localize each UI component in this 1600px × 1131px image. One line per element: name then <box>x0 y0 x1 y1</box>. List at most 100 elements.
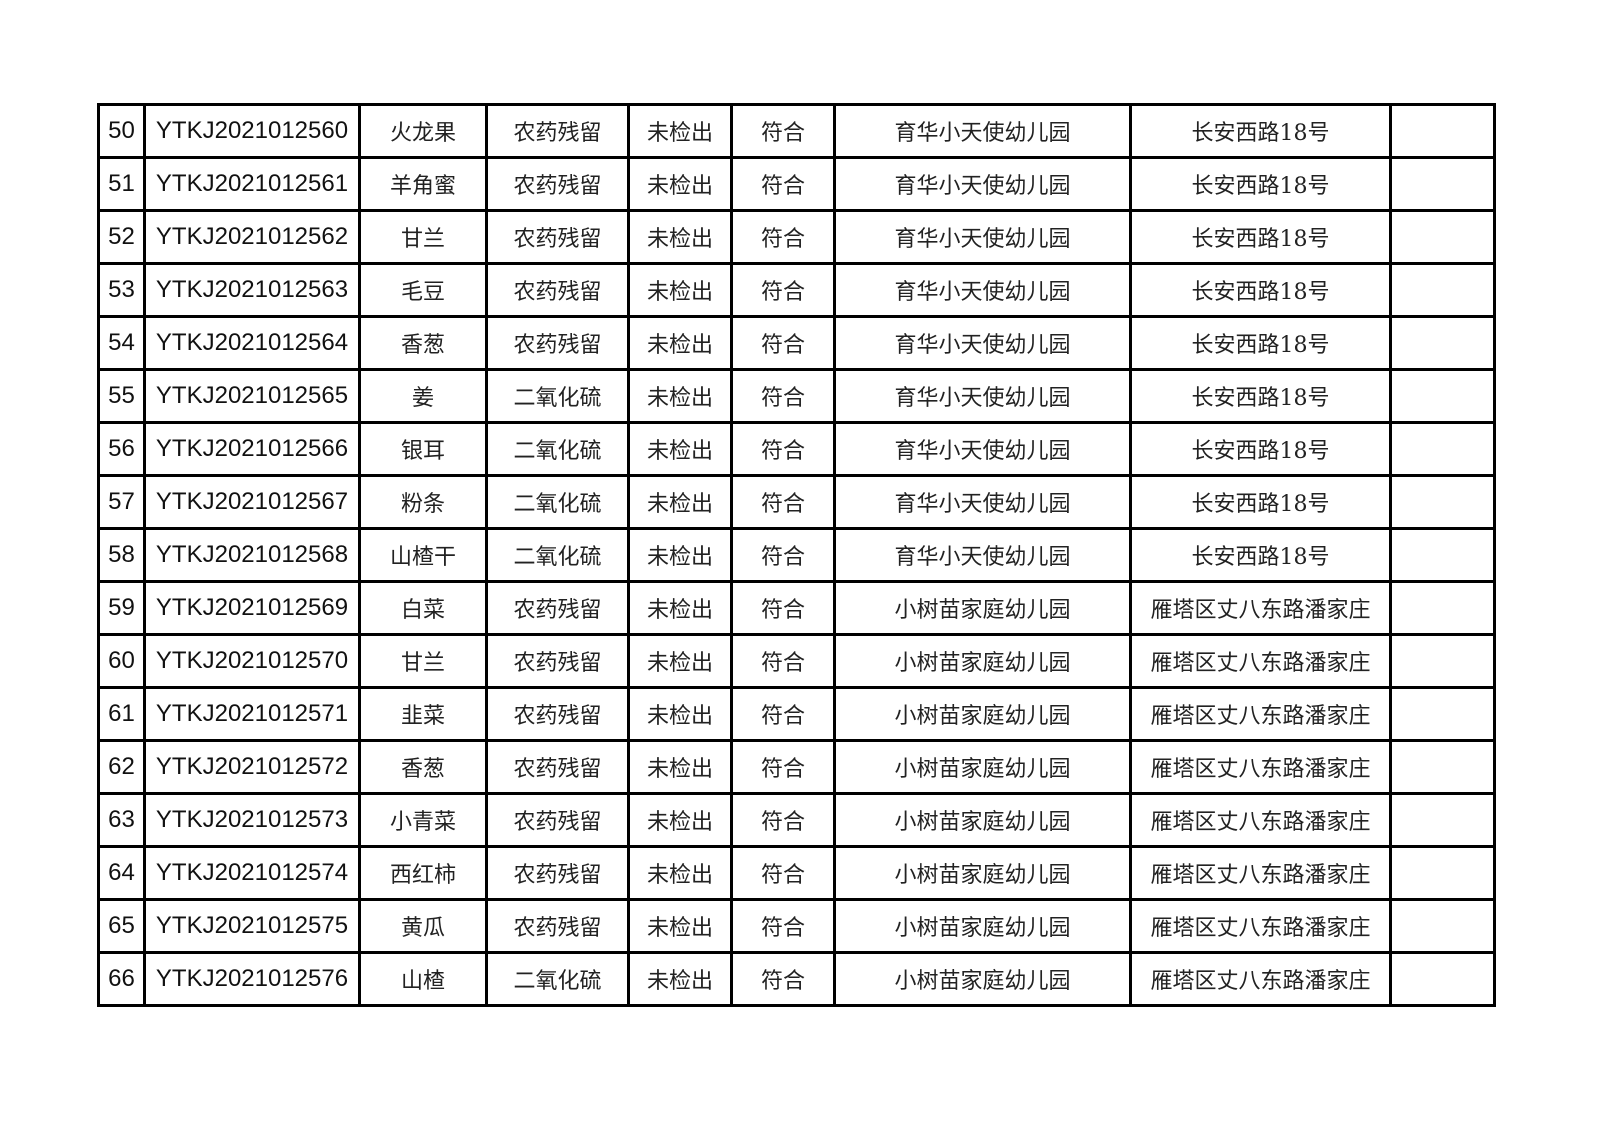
conclusion-cell: 符合 <box>730 580 836 636</box>
address-cell: 长安西路18号 <box>1129 315 1392 371</box>
remark-cell <box>1389 580 1496 636</box>
sampled-unit-cell: 小树苗家庭幼儿园 <box>833 898 1132 954</box>
sample-name-cell: 山楂干 <box>358 527 488 583</box>
sampled-unit-cell: 小树苗家庭幼儿园 <box>833 580 1132 636</box>
inspection-results-table: 50 YTKJ2021012560 火龙果 农药残留 未检出 符合 育华小天使幼… <box>97 103 1496 1007</box>
sample-name-cell: 小青菜 <box>358 792 488 848</box>
test-item-cell: 农药残留 <box>485 580 630 636</box>
conclusion-cell: 符合 <box>730 421 836 477</box>
test-item-cell: 农药残留 <box>485 792 630 848</box>
row-number-cell: 55 <box>97 368 146 424</box>
conclusion-cell: 符合 <box>730 474 836 530</box>
table-row: 66 YTKJ2021012576 山楂 二氧化硫 未检出 符合 小树苗家庭幼儿… <box>97 951 1496 1007</box>
row-number-cell: 65 <box>97 898 146 954</box>
remark-cell <box>1389 103 1496 159</box>
test-item-cell: 二氧化硫 <box>485 421 630 477</box>
test-item-cell: 农药残留 <box>485 845 630 901</box>
address-cell: 雁塔区丈八东路潘家庄 <box>1129 686 1392 742</box>
remark-cell <box>1389 739 1496 795</box>
row-number-cell: 52 <box>97 209 146 265</box>
table-row: 65 YTKJ2021012575 黄瓜 农药残留 未检出 符合 小树苗家庭幼儿… <box>97 898 1496 954</box>
test-item-cell: 二氧化硫 <box>485 368 630 424</box>
row-number-cell: 62 <box>97 739 146 795</box>
remark-cell <box>1389 951 1496 1007</box>
table-row: 50 YTKJ2021012560 火龙果 农药残留 未检出 符合 育华小天使幼… <box>97 103 1496 159</box>
sampled-unit-cell: 小树苗家庭幼儿园 <box>833 633 1132 689</box>
test-result-cell: 未检出 <box>627 951 733 1007</box>
conclusion-cell: 符合 <box>730 315 836 371</box>
test-result-cell: 未检出 <box>627 739 733 795</box>
test-result-cell: 未检出 <box>627 792 733 848</box>
sampled-unit-cell: 育华小天使幼儿园 <box>833 262 1132 318</box>
conclusion-cell: 符合 <box>730 951 836 1007</box>
sample-name-cell: 银耳 <box>358 421 488 477</box>
sample-name-cell: 山楂 <box>358 951 488 1007</box>
sampled-unit-cell: 育华小天使幼儿园 <box>833 315 1132 371</box>
conclusion-cell: 符合 <box>730 527 836 583</box>
table-row: 57 YTKJ2021012567 粉条 二氧化硫 未检出 符合 育华小天使幼儿… <box>97 474 1496 530</box>
test-result-cell: 未检出 <box>627 368 733 424</box>
sampled-unit-cell: 育华小天使幼儿园 <box>833 156 1132 212</box>
table-row: 61 YTKJ2021012571 韭菜 农药残留 未检出 符合 小树苗家庭幼儿… <box>97 686 1496 742</box>
sample-id-cell: YTKJ2021012564 <box>143 315 361 371</box>
row-number-cell: 66 <box>97 951 146 1007</box>
test-item-cell: 农药残留 <box>485 103 630 159</box>
address-cell: 雁塔区丈八东路潘家庄 <box>1129 845 1392 901</box>
sample-id-cell: YTKJ2021012574 <box>143 845 361 901</box>
address-cell: 长安西路18号 <box>1129 103 1392 159</box>
test-result-cell: 未检出 <box>627 580 733 636</box>
conclusion-cell: 符合 <box>730 633 836 689</box>
sample-name-cell: 火龙果 <box>358 103 488 159</box>
sample-id-cell: YTKJ2021012571 <box>143 686 361 742</box>
sample-id-cell: YTKJ2021012567 <box>143 474 361 530</box>
table-row: 52 YTKJ2021012562 甘兰 农药残留 未检出 符合 育华小天使幼儿… <box>97 209 1496 265</box>
test-result-cell: 未检出 <box>627 421 733 477</box>
address-cell: 长安西路18号 <box>1129 474 1392 530</box>
test-item-cell: 农药残留 <box>485 739 630 795</box>
sampled-unit-cell: 小树苗家庭幼儿园 <box>833 792 1132 848</box>
remark-cell <box>1389 315 1496 371</box>
test-item-cell: 二氧化硫 <box>485 951 630 1007</box>
sample-name-cell: 粉条 <box>358 474 488 530</box>
sample-name-cell: 香葱 <box>358 315 488 371</box>
sample-name-cell: 甘兰 <box>358 209 488 265</box>
sample-name-cell: 黄瓜 <box>358 898 488 954</box>
test-item-cell: 农药残留 <box>485 315 630 371</box>
test-result-cell: 未检出 <box>627 633 733 689</box>
test-item-cell: 二氧化硫 <box>485 527 630 583</box>
sample-id-cell: YTKJ2021012566 <box>143 421 361 477</box>
row-number-cell: 60 <box>97 633 146 689</box>
row-number-cell: 53 <box>97 262 146 318</box>
table-body: 50 YTKJ2021012560 火龙果 农药残留 未检出 符合 育华小天使幼… <box>97 103 1496 1007</box>
table-row: 60 YTKJ2021012570 甘兰 农药残留 未检出 符合 小树苗家庭幼儿… <box>97 633 1496 689</box>
test-result-cell: 未检出 <box>627 898 733 954</box>
row-number-cell: 54 <box>97 315 146 371</box>
row-number-cell: 56 <box>97 421 146 477</box>
address-cell: 长安西路18号 <box>1129 368 1392 424</box>
conclusion-cell: 符合 <box>730 262 836 318</box>
sample-id-cell: YTKJ2021012569 <box>143 580 361 636</box>
sampled-unit-cell: 小树苗家庭幼儿园 <box>833 845 1132 901</box>
address-cell: 雁塔区丈八东路潘家庄 <box>1129 580 1392 636</box>
address-cell: 长安西路18号 <box>1129 527 1392 583</box>
remark-cell <box>1389 209 1496 265</box>
conclusion-cell: 符合 <box>730 103 836 159</box>
sample-name-cell: 羊角蜜 <box>358 156 488 212</box>
test-item-cell: 农药残留 <box>485 898 630 954</box>
remark-cell <box>1389 633 1496 689</box>
address-cell: 长安西路18号 <box>1129 262 1392 318</box>
test-result-cell: 未检出 <box>627 686 733 742</box>
table-row: 51 YTKJ2021012561 羊角蜜 农药残留 未检出 符合 育华小天使幼… <box>97 156 1496 212</box>
address-cell: 雁塔区丈八东路潘家庄 <box>1129 633 1392 689</box>
sample-name-cell: 甘兰 <box>358 633 488 689</box>
conclusion-cell: 符合 <box>730 156 836 212</box>
test-item-cell: 二氧化硫 <box>485 474 630 530</box>
row-number-cell: 64 <box>97 845 146 901</box>
sample-id-cell: YTKJ2021012563 <box>143 262 361 318</box>
test-result-cell: 未检出 <box>627 209 733 265</box>
sample-id-cell: YTKJ2021012560 <box>143 103 361 159</box>
remark-cell <box>1389 156 1496 212</box>
address-cell: 长安西路18号 <box>1129 209 1392 265</box>
row-number-cell: 51 <box>97 156 146 212</box>
